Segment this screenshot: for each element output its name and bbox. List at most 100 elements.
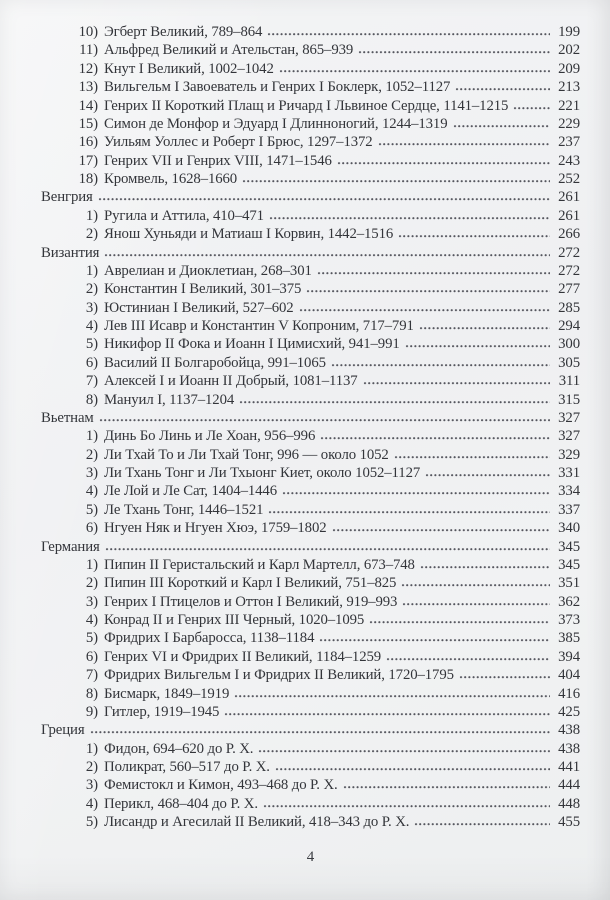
dot-leader — [358, 49, 550, 55]
toc-row: 15) Симон де Монфор и Эдуард I Длинноног… — [41, 115, 580, 133]
dot-leader — [418, 325, 550, 330]
toc-entry-title: Византия — [41, 244, 100, 261]
toc-entry-page: 438 — [558, 722, 580, 739]
toc-row: 6) Василий II Болгаробойца, 991–1065 305 — [41, 354, 580, 372]
toc-row: 1) Ругила и Аттила, 410–471 261 — [41, 207, 580, 225]
dot-leader — [455, 86, 550, 92]
toc-entry-title: Нгуен Няк и Нгуен Хюэ, 1759–1802 — [104, 520, 327, 537]
dot-leader — [320, 435, 550, 441]
toc-entry-page: 213 — [558, 79, 580, 96]
toc-entry-title: Никифор II Фока и Иоанн I Цимисхий, 941–… — [104, 336, 400, 353]
toc-entry-page: 305 — [558, 354, 580, 371]
toc-entry-page: 311 — [558, 373, 580, 390]
dot-leader — [104, 251, 550, 257]
toc-entry-page: 394 — [558, 648, 580, 665]
toc-entry-number: 16) — [78, 134, 98, 151]
toc-entry-page: 277 — [558, 281, 580, 298]
toc-section-row: Германия 345 — [41, 538, 580, 556]
toc-entry-title: Фридрих I Барбаросса, 1138–1184 — [104, 630, 315, 647]
toc-entry-number: 3) — [85, 593, 98, 610]
toc-entry-title: Венгрия — [41, 189, 93, 206]
toc-entry-title: Вильгельм I Завоеватель и Генрих I Бокле… — [104, 79, 451, 96]
toc-row: 8) Мануил I, 1137–1204 315 — [41, 391, 580, 409]
toc-entry-number: 4) — [85, 612, 98, 628]
toc-entry-title: Константин I Великий, 301–375 — [104, 281, 302, 298]
toc-entry-title: Генрих II Короткий Плащ и Ричард I Львин… — [104, 97, 509, 114]
dot-leader — [316, 269, 550, 275]
toc-row: 4) Ле Лой и Ле Сат, 1404–1446 334 — [41, 482, 580, 500]
toc-row: 8) Бисмарк, 1849–1919 416 — [41, 685, 580, 703]
toc-section-row: Греция 438 — [41, 721, 580, 739]
toc-entry-page: 294 — [558, 318, 580, 334]
toc-entry-title: Фемистокл и Кимон, 493–468 до Р. Х. — [104, 777, 338, 794]
toc-entry-number: 4) — [85, 483, 98, 500]
dot-leader — [268, 214, 550, 220]
toc-entry-title: Пипин II Геристальский и Карл Мартелл, 6… — [104, 556, 415, 573]
toc-entry-page: 237 — [558, 134, 580, 151]
toc-entry-number: 8) — [85, 685, 98, 702]
toc-entry-number: 5) — [85, 501, 98, 518]
toc-entry-title: Кнут I Великий, 1002–1042 — [104, 60, 274, 77]
toc-entry-page: 340 — [558, 520, 580, 537]
toc-entry-title: Аврелиан и Диоклетиан, 268–301 — [104, 262, 312, 279]
toc-entry-page: 199 — [558, 24, 580, 40]
toc-entry-title: Ли Тхай То и Ли Тхай Тонг, 996 — около 1… — [104, 446, 389, 463]
toc-entry-page: 345 — [558, 556, 580, 573]
toc-entry-page: 315 — [558, 391, 580, 408]
toc-entry-page: 351 — [558, 575, 580, 592]
toc-entry-title: Генрих VI и Фридрих II Великий, 1184–125… — [104, 648, 382, 665]
toc-entry-number: 4) — [85, 318, 98, 334]
dot-leader — [404, 343, 550, 349]
dot-leader — [298, 306, 550, 312]
toc-entry-title: Янош Хуньяди и Матиаш I Корвин, 1442–151… — [104, 226, 394, 243]
dot-leader — [362, 380, 550, 386]
toc-entry-number: 18) — [78, 171, 98, 187]
toc-entry-page: 416 — [558, 685, 580, 702]
dot-leader — [330, 361, 550, 367]
toc-entry-title: Вьетнам — [41, 409, 94, 426]
dot-leader — [331, 527, 550, 533]
toc-entry-number: 3) — [85, 465, 98, 481]
toc-entry-page: 425 — [558, 703, 580, 720]
toc-entry-number: 13) — [78, 79, 98, 96]
toc-entry-number: 6) — [85, 520, 98, 537]
toc-row: 2) Янош Хуньяди и Матиаш I Корвин, 1442–… — [41, 225, 580, 243]
toc-entry-number: 1) — [85, 262, 98, 279]
toc-entry-page: 261 — [558, 207, 580, 224]
toc-row: 3) Фемистокл и Кимон, 493–468 до Р. Х. 4… — [41, 776, 580, 794]
toc-entry-title: Альфред Великий и Ательстан, 865–939 — [104, 42, 354, 59]
toc-entry-page: 266 — [558, 226, 580, 243]
toc-row: 10) Эгберт Великий, 789–864 199 — [41, 23, 580, 41]
dot-leader — [89, 729, 550, 735]
dot-leader — [414, 821, 550, 827]
toc-entry-page: 385 — [558, 630, 580, 647]
toc-entry-title: Симон де Монфор и Эдуард I Длинноногий, … — [104, 115, 448, 132]
dot-leader — [513, 104, 550, 110]
toc-row: 5) Лисандр и Агесилай II Великий, 418–34… — [41, 813, 580, 831]
toc-entry-page: 229 — [558, 115, 580, 132]
toc-row: 14) Генрих II Короткий Плащ и Ричард I Л… — [41, 97, 580, 115]
toc-entry-number: 4) — [85, 795, 98, 812]
toc-entry-title: Поликрат, 560–517 до Р. Х. — [104, 759, 270, 775]
toc-entry-page: 448 — [558, 795, 580, 812]
dot-leader — [262, 802, 550, 808]
toc-entry-number: 8) — [85, 391, 98, 408]
dot-leader — [281, 490, 550, 496]
dot-leader — [306, 288, 550, 294]
dot-leader — [234, 692, 550, 698]
toc-section-row: Венгрия 261 — [41, 188, 580, 206]
toc-row: 7) Фридрих Вильгельм I и Фридрих II Вели… — [41, 666, 580, 684]
toc-row: 5) Фридрих I Барбаросса, 1138–1184 385 — [41, 629, 580, 647]
toc-entry-title: Ругила и Аттила, 410–471 — [104, 207, 264, 224]
toc-entry-number: 3) — [85, 777, 98, 794]
toc-row: 2) Константин I Великий, 301–375 277 — [41, 280, 580, 298]
toc-row: 1) Динь Бо Линь и Ле Хоан, 956–996 327 — [41, 427, 580, 445]
toc-entry-number: 14) — [78, 97, 98, 114]
toc-entry-page: 261 — [558, 189, 580, 206]
toc-entry-page: 373 — [558, 612, 580, 628]
dot-leader — [336, 159, 550, 165]
toc-entry-title: Юстиниан I Великий, 527–602 — [104, 299, 294, 316]
toc-row: 6) Генрих VI и Фридрих II Великий, 1184–… — [41, 648, 580, 666]
toc-entry-page: 272 — [558, 262, 580, 279]
toc-entry-title: Конрад II и Генрих III Черный, 1020–1095 — [104, 612, 365, 628]
